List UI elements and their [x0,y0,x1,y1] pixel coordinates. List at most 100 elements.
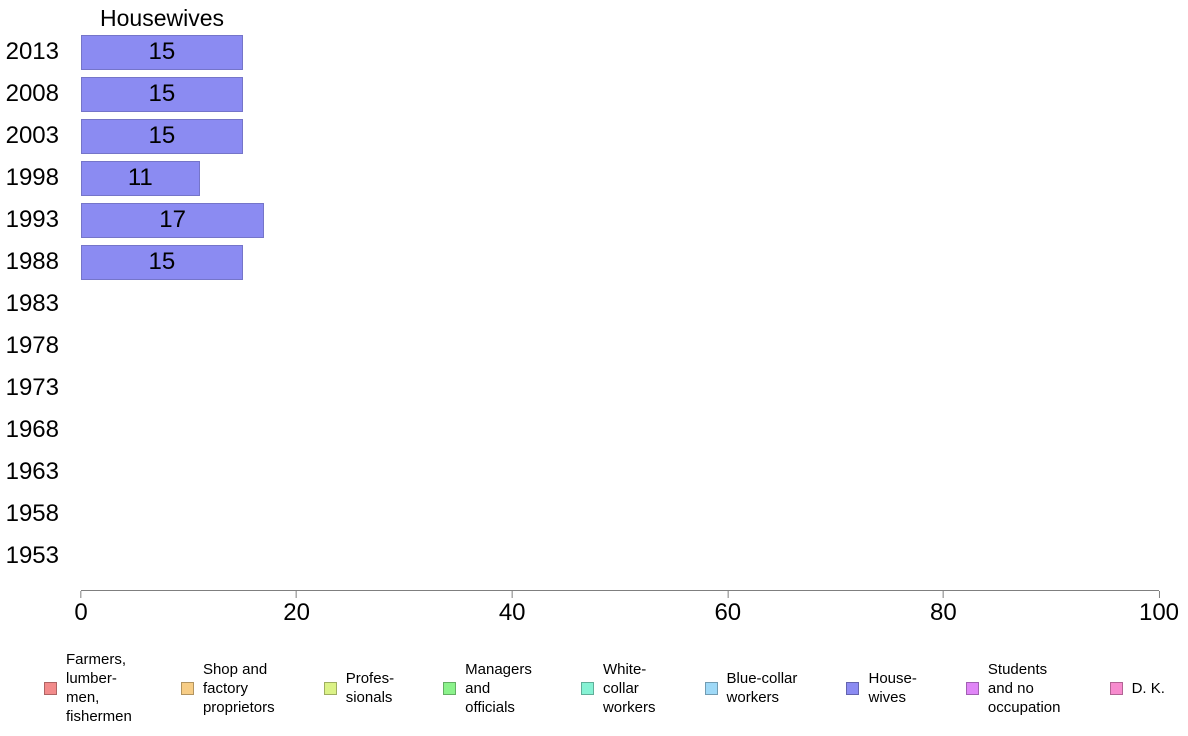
legend-item: Farmers, lumber- men, fishermen [44,650,132,726]
legend-label: White- collar workers [602,660,656,716]
tick-label: 100 [1138,599,1180,626]
bar: 17 [81,202,265,238]
legend-label: Managers and officials [465,660,532,716]
bar-value-label: 17 [159,206,186,233]
legend-swatch [846,681,860,695]
legend-label: Students and no occupation [987,660,1061,716]
chart-row: 2003 15 [0,115,1188,157]
year-label: 1988 [5,248,59,275]
bar: 15 [81,76,243,112]
tick-mark [942,591,944,598]
year-label: 2008 [5,80,59,107]
chart-row: 1988 15 [0,241,1188,283]
legend-item: D. K. [1109,679,1165,698]
plot-area: 2013 15 2008 15 2003 15 1998 11 1993 17 … [0,31,1188,577]
year-label: 1983 [5,290,59,317]
bar-track: 15 [81,244,1159,280]
year-label: 1953 [5,542,59,569]
tick-label: 40 [498,599,526,626]
bar-value-label: 15 [148,122,176,149]
legend-item: Shop and factory proprietors [180,660,275,717]
legend-swatch [323,681,337,695]
year-label: 1973 [5,374,59,401]
tick-mark [80,591,82,598]
tick-mark [1158,591,1160,598]
tick-mark [296,591,298,598]
legend-swatch [704,681,718,695]
bar: 15 [81,118,243,154]
legend-label: Shop and factory proprietors [202,660,275,716]
legend-label: Profes- sionals [345,670,395,706]
year-label: 1968 [5,416,59,443]
bar-track: 15 [81,34,1159,70]
chart-row: 1973 [0,367,1188,409]
year-label: 1993 [5,206,59,233]
chart-row: 2008 15 [0,73,1188,115]
tick-label: 20 [283,599,310,626]
bar-track: 17 [81,202,1159,238]
tick-mark [727,591,729,598]
axis-tick: 20 [283,591,310,626]
legend-swatch [1109,681,1123,695]
year-label: 1978 [5,332,59,359]
bar: 15 [81,244,243,280]
tick-label: 60 [714,599,742,626]
chart-row: 1993 17 [0,199,1188,241]
axis-tick: 80 [930,591,957,626]
legend-swatch [580,681,594,695]
legend-item: Blue-collar workers [704,669,798,707]
legend-item: White- collar workers [580,660,656,717]
title-row: Housewives [0,0,1188,31]
legend-swatch [180,681,194,695]
legend: Farmers, lumber- men, fishermen Shop and… [44,647,1165,729]
bar-track [81,497,1159,532]
legend-label: Farmers, lumber- men, fishermen [66,651,132,725]
axis-tick: 40 [499,591,526,626]
bar-track: 11 [81,160,1159,196]
bar-track: 15 [81,76,1159,112]
chart-row: 1978 [0,325,1188,367]
year-label: 1963 [5,458,59,485]
chart-row: 1983 [0,283,1188,325]
legend-label: Blue-collar workers [726,670,798,706]
chart-row: 2013 15 [0,31,1188,73]
x-axis: 0 20 40 60 80 100 [74,590,1179,629]
bar-track [81,413,1159,448]
legend-label: D. K. [1131,679,1165,697]
axis-tick: 100 [1139,591,1179,626]
bar-track [81,287,1159,322]
legend-item: House- wives [846,669,917,707]
bar-value-label: 15 [148,38,176,65]
bar-value-label: 11 [127,164,153,191]
legend-item: Managers and officials [443,660,532,717]
bar-track [81,455,1159,490]
chart-row: 1963 [0,451,1188,493]
legend-swatch [443,681,457,695]
year-label: 2013 [5,38,59,65]
tick-mark [511,591,513,598]
chart-row: 1968 [0,409,1188,451]
bar: 11 [81,160,200,196]
tick-label: 0 [74,599,88,626]
legend-item: Profes- sionals [323,669,395,707]
bar-track [81,329,1159,364]
axis-tick: 0 [74,591,88,626]
legend-label: House- wives [868,670,917,706]
year-label: 2003 [5,122,59,149]
legend-item: Students and no occupation [965,660,1061,717]
tick-label: 80 [930,599,957,626]
chart-title: Housewives [100,5,224,31]
bar: 15 [81,34,243,70]
axis-tick: 60 [714,591,741,626]
bar-value-label: 15 [148,248,176,275]
year-label: 1998 [5,164,59,191]
year-label: 1958 [5,500,59,527]
bar-track [81,371,1159,406]
legend-swatch [965,681,979,695]
chart-row: 1958 [0,493,1188,535]
bar-track: 15 [81,118,1159,154]
chart-row: 1998 11 [0,157,1188,199]
chart-row: 1953 [0,535,1188,577]
legend-swatch [44,681,57,695]
